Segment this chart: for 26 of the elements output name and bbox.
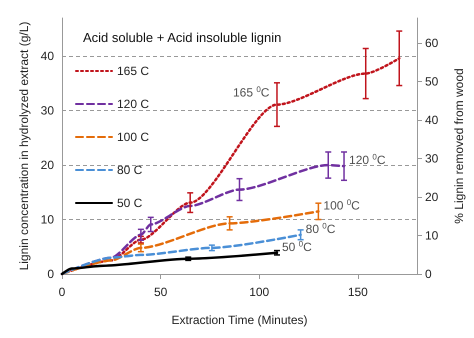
y2-tick-label: 60: [425, 36, 439, 50]
y-axis-title: Lignin concentration in hydrolyzed extract (g/L): [16, 22, 31, 270]
y-tick-label: 30: [40, 104, 54, 118]
x-tick-label: 0: [58, 285, 66, 299]
x-tick-label: 50: [154, 285, 168, 299]
y2-tick-label: 10: [425, 228, 439, 243]
y-tick-label: 0: [47, 267, 54, 281]
legend-label: 120 C: [117, 97, 150, 111]
y2-axis-title: % Lignin removed from wood: [452, 68, 466, 224]
x-tick-label: 150: [348, 285, 368, 299]
y-tick-label: 10: [40, 212, 54, 227]
text: Acid soluble + Acid insoluble lignin: [83, 30, 282, 45]
y2-tick-label: 30: [425, 152, 439, 166]
legend-label: 80 C: [117, 163, 143, 177]
y2-tick-label: 20: [425, 190, 439, 204]
y-tick-label: 20: [40, 158, 54, 172]
y2-tick-label: 50: [425, 74, 439, 89]
legend-label: 100 C: [117, 130, 150, 144]
legend-label: 165 C: [117, 64, 150, 78]
x-axis-title: Extraction Time (Minutes): [171, 313, 308, 327]
y2-tick-label: 40: [425, 113, 439, 128]
x-tick-label: 100: [249, 285, 270, 299]
y2-tick-label: 0: [425, 267, 432, 281]
y-tick-label: 40: [40, 49, 54, 64]
legend-label: 50 C: [117, 196, 143, 210]
line-series: [60, 234, 302, 276]
